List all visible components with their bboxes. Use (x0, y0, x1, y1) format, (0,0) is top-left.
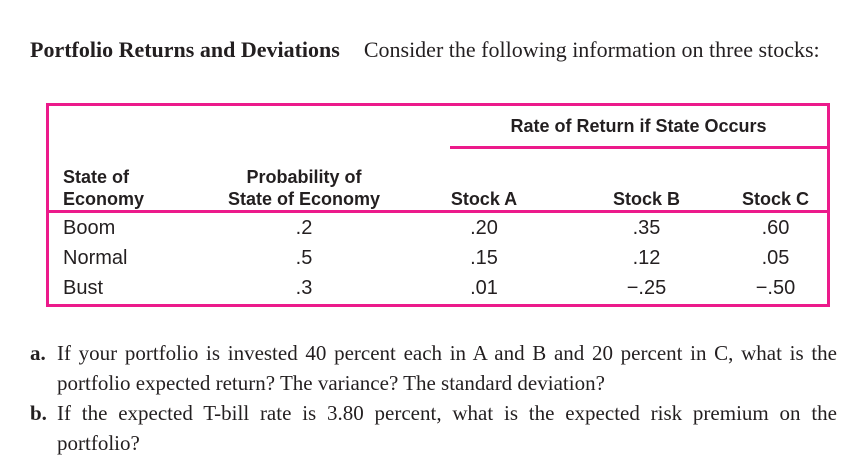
cell-stock-b: −.25 (626, 276, 667, 299)
question-b-text: If the expected T-bill rate is 3.80 perc… (57, 401, 837, 455)
cell-stock-c: −.50 (755, 276, 796, 299)
question-a-label: a. (30, 341, 46, 365)
question-list: a. If your portfolio is invested 40 perc… (30, 338, 848, 458)
span-header-rate-of-return: Rate of Return if State Occurs (510, 116, 767, 136)
span-header-underline (450, 146, 827, 149)
cell-stock-a: .01 (470, 276, 498, 299)
cell-stock-b: .35 (632, 216, 661, 239)
cell-probability: .5 (295, 246, 313, 269)
cell-probability: .3 (295, 276, 313, 299)
table-row-normal: Normal .5 .15 .12 .05 (49, 243, 827, 273)
cell-stock-a: .20 (470, 216, 498, 239)
column-header-probability: Probability of State of Economy (227, 167, 381, 209)
problem-heading: Portfolio Returns and Deviations Consider… (30, 34, 848, 65)
cell-stock-c: .60 (761, 216, 790, 239)
cell-state: Boom (63, 216, 116, 239)
cell-state: Normal (63, 246, 128, 269)
problem-title: Portfolio Returns and Deviations (30, 37, 340, 62)
cell-state: Bust (63, 276, 104, 299)
table-body: Boom .2 .20 .35 .60 Normal .5 .15 .12 .0… (49, 213, 827, 304)
returns-table: Rate of Return if State Occurs State of … (46, 103, 830, 307)
problem-intro: Consider the following information on th… (363, 37, 820, 62)
cell-stock-a: .15 (470, 246, 498, 269)
column-header-stock-a: Stock A (450, 189, 518, 209)
cell-probability: .2 (295, 216, 313, 239)
question-a: a. If your portfolio is invested 40 perc… (30, 338, 848, 398)
table-column-headers: State of Economy Probability of State of… (49, 149, 827, 216)
header-body-divider (49, 210, 827, 213)
table-row-boom: Boom .2 .20 .35 .60 (49, 213, 827, 243)
cell-stock-c: .05 (761, 246, 790, 269)
cell-stock-b: .12 (632, 246, 661, 269)
question-a-text: If your portfolio is invested 40 percent… (57, 341, 837, 395)
question-b-label: b. (30, 401, 47, 425)
column-header-state: State of Economy (63, 167, 145, 209)
column-header-stock-b: Stock B (612, 189, 681, 209)
column-header-stock-c: Stock C (741, 189, 810, 209)
question-b: b. If the expected T-bill rate is 3.80 p… (30, 398, 848, 458)
table-row-bust: Bust .3 .01 −.25 −.50 (49, 273, 827, 303)
